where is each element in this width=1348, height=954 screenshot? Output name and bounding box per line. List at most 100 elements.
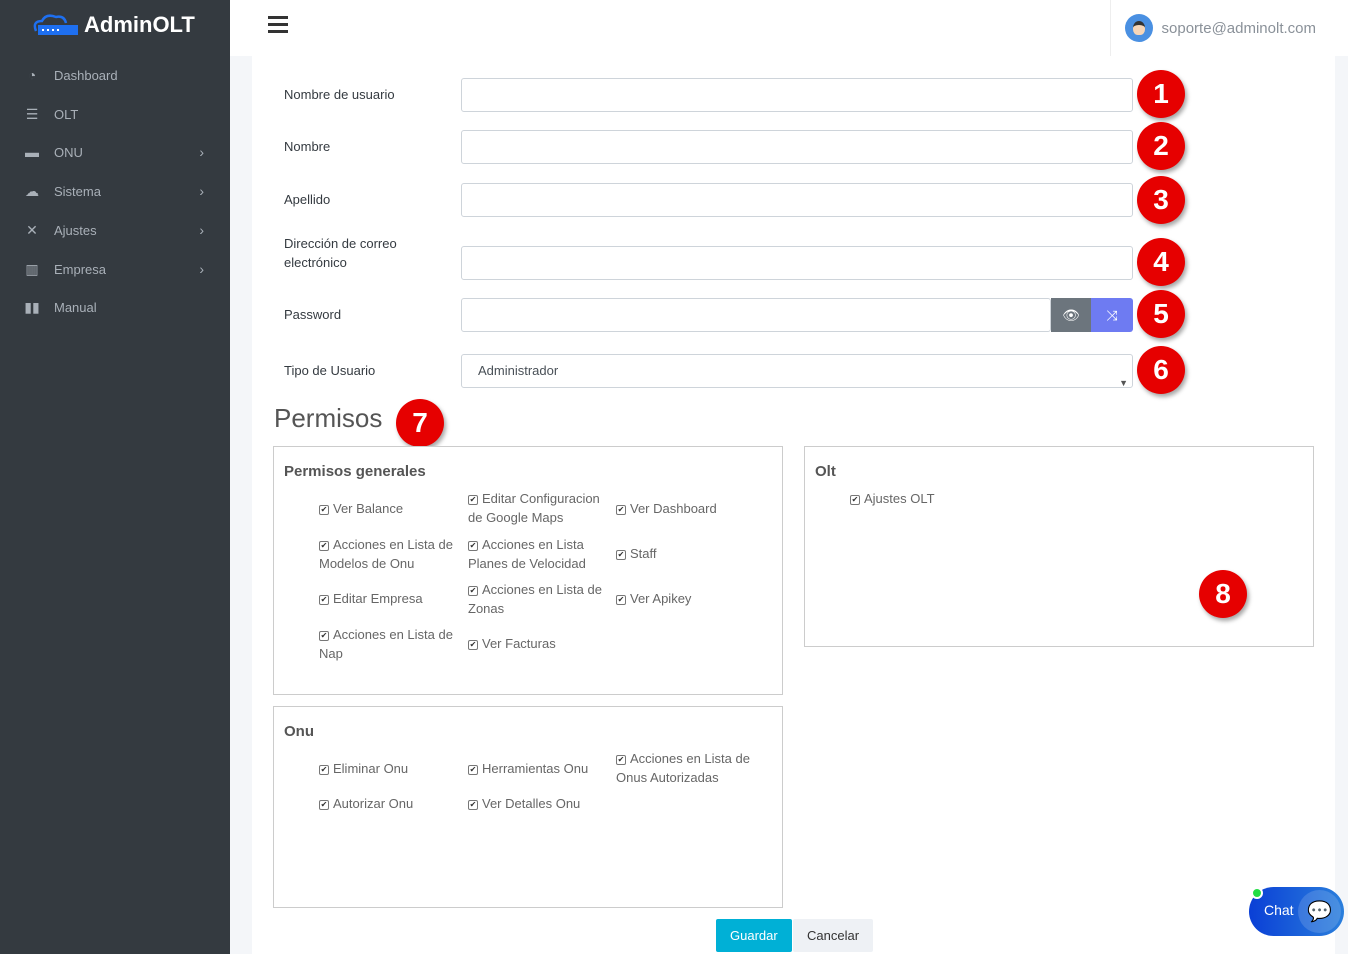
- caret-down-icon: ▼: [1119, 378, 1128, 388]
- checkbox-checked-icon[interactable]: ✔: [616, 595, 626, 605]
- email-label: Dirección de correo electrónico: [284, 236, 397, 270]
- avatar: [1124, 14, 1153, 42]
- permission-checkbox[interactable]: ✔ Ver Detalles Onu: [468, 796, 581, 811]
- checkbox-checked-icon[interactable]: ✔: [616, 550, 626, 560]
- sidebar-item-ajustes[interactable]: ✕ Ajustes ›: [0, 211, 230, 249]
- sidebar-item-manual[interactable]: ▮▮ Manual: [0, 288, 230, 326]
- box-title: Permisos generales: [284, 463, 426, 480]
- sidebar-item-label: ONU: [54, 144, 83, 160]
- sidebar-item-label: Manual: [54, 299, 97, 315]
- checkbox-checked-icon[interactable]: ✔: [468, 586, 478, 596]
- cloud-icon: ☁: [25, 183, 39, 199]
- permission-checkbox[interactable]: ✔ Ajustes OLT: [850, 491, 935, 506]
- brand-logo[interactable]: AdminOLT: [32, 12, 195, 38]
- permission-checkbox[interactable]: ✔ Ver Balance: [319, 501, 404, 516]
- password-input[interactable]: [461, 298, 1051, 332]
- annotation-badge: 4: [1137, 238, 1185, 286]
- tachometer-icon: ◔: [27, 67, 37, 83]
- lastname-input[interactable]: [461, 183, 1133, 217]
- user-type-select[interactable]: Administrador ▼: [461, 354, 1133, 388]
- book-icon: ▮▮: [24, 299, 40, 315]
- permission-checkbox[interactable]: ✔ Acciones en Lista de Zonas: [468, 582, 602, 616]
- save-button[interactable]: Guardar: [716, 919, 792, 952]
- brand-name: AdminOLT: [84, 12, 195, 37]
- permission-checkbox[interactable]: ✔ Ver Facturas: [468, 636, 556, 651]
- sidebar-item-label: Sistema: [54, 183, 101, 199]
- permissions-heading: Permisos: [274, 403, 383, 433]
- sidebar-item-onu[interactable]: ▬ ONU ›: [0, 133, 230, 171]
- chat-label: Chat: [1264, 902, 1294, 918]
- permission-checkbox[interactable]: ✔ Ver Dashboard: [616, 501, 717, 516]
- permission-checkbox[interactable]: ✔ Herramientas Onu: [468, 761, 589, 776]
- olt-permissions-box: Olt ✔ Ajustes OLT: [804, 446, 1314, 647]
- permission-checkbox[interactable]: ✔ Ver Apikey: [616, 591, 692, 606]
- user-menu[interactable]: soporte@adminolt.com: [1109, 0, 1334, 56]
- annotation-badge: 5: [1137, 290, 1185, 338]
- checkbox-checked-icon[interactable]: ✔: [468, 541, 478, 551]
- permission-checkbox[interactable]: ✔ Acciones en Lista de Modelos de Onu: [319, 537, 453, 571]
- permission-checkbox[interactable]: ✔ Autorizar Onu: [319, 796, 414, 811]
- checkbox-checked-icon[interactable]: ✔: [850, 495, 860, 505]
- checkbox-checked-icon[interactable]: ✔: [468, 765, 478, 775]
- annotation-badge: 1: [1137, 70, 1185, 118]
- chat-widget-button[interactable]: Chat 💬: [1249, 887, 1344, 936]
- password-label: Password: [284, 307, 342, 322]
- server-icon: ☰: [25, 106, 39, 122]
- user-email: soporte@adminolt.com: [1161, 19, 1316, 37]
- checkbox-checked-icon[interactable]: ✔: [319, 541, 329, 551]
- box-title: Onu: [284, 723, 314, 740]
- permission-checkbox[interactable]: ✔ Eliminar Onu: [319, 761, 409, 776]
- speech-bubble-icon: 💬: [1298, 890, 1341, 933]
- checkbox-checked-icon[interactable]: ✔: [468, 800, 478, 810]
- box-title: Olt: [815, 463, 836, 480]
- chevron-right-icon: ›: [199, 261, 204, 277]
- checkbox-checked-icon[interactable]: ✔: [319, 800, 329, 810]
- checkbox-checked-icon[interactable]: ✔: [319, 595, 329, 605]
- show-password-button[interactable]: 👁: [1051, 298, 1091, 332]
- cancel-button[interactable]: Cancelar: [793, 919, 874, 952]
- sidebar-item-label: Empresa: [54, 261, 107, 277]
- permission-checkbox[interactable]: ✔ Staff: [616, 546, 657, 561]
- sidebar-item-dashboard[interactable]: ◔ Dashboard: [0, 56, 230, 94]
- tools-icon: ✕: [26, 222, 38, 238]
- name-input[interactable]: [461, 130, 1133, 164]
- checkbox-checked-icon[interactable]: ✔: [468, 640, 478, 650]
- permission-checkbox[interactable]: ✔ Editar Empresa: [319, 591, 423, 606]
- permission-checkbox[interactable]: ✔ Acciones en Lista de Nap: [319, 627, 453, 661]
- hdd-icon: ▬: [25, 144, 39, 160]
- sidebar-item-sistema[interactable]: ☁ Sistema ›: [0, 172, 230, 210]
- annotation-badge: 2: [1137, 122, 1185, 170]
- chevron-right-icon: ›: [199, 183, 204, 199]
- sidebar-item-olt[interactable]: ☰ OLT: [0, 95, 230, 133]
- sidebar: AdminOLT ◔ Dashboard ☰ OLT ▬ ONU › ☁ Sistema › ✕ Aj…: [0, 0, 230, 954]
- annotation-badge: 6: [1137, 346, 1185, 394]
- general-permissions-box: Permisos generales ✔ Ver Balance ✔ Editar Co…: [273, 446, 783, 695]
- annotation-badge: 7: [396, 399, 444, 447]
- sidebar-item-label: OLT: [54, 106, 79, 122]
- lastname-label: Apellido: [284, 192, 331, 207]
- checkbox-checked-icon[interactable]: ✔: [319, 631, 329, 641]
- permission-checkbox[interactable]: ✔ Editar Configuracion de Google Maps: [468, 491, 600, 525]
- username-input[interactable]: [461, 78, 1133, 112]
- checkbox-checked-icon[interactable]: ✔: [616, 505, 626, 515]
- onu-permissions-box: Onu ✔ Eliminar Onu ✔ Herramientas Onu ✔ Accion…: [273, 706, 783, 908]
- checkbox-checked-icon[interactable]: ✔: [468, 495, 478, 505]
- user-type-label: Tipo de Usuario: [284, 363, 376, 378]
- menu-toggle-icon[interactable]: [268, 16, 288, 34]
- permission-checkbox[interactable]: ✔ Acciones en Lista Planes de Velocidad: [468, 537, 586, 571]
- annotation-badge: 3: [1137, 176, 1185, 224]
- eye-icon: 👁: [1062, 306, 1080, 323]
- email-input[interactable]: [461, 246, 1133, 280]
- checkbox-checked-icon[interactable]: ✔: [616, 755, 626, 765]
- annotation-badge: 8: [1199, 570, 1247, 618]
- sidebar-item-empresa[interactable]: ▥ Empresa ›: [0, 250, 230, 288]
- generate-password-button[interactable]: ⤨: [1091, 298, 1133, 332]
- sidebar-item-label: Ajustes: [54, 222, 97, 238]
- checkbox-checked-icon[interactable]: ✔: [319, 505, 329, 515]
- checkbox-checked-icon[interactable]: ✔: [319, 765, 329, 775]
- chevron-right-icon: ›: [199, 222, 204, 238]
- top-header: soporte@adminolt.com: [230, 0, 1348, 56]
- building-icon: ▥: [25, 261, 39, 277]
- name-label: Nombre: [284, 139, 331, 154]
- permission-checkbox[interactable]: ✔ Acciones en Lista de Onus Autorizadas: [616, 751, 750, 785]
